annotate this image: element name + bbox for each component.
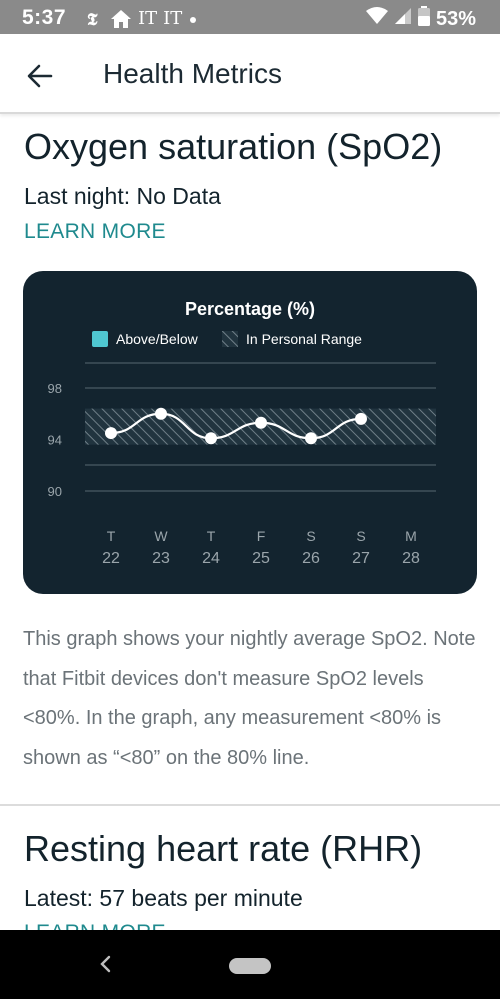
legend-swatch-personal-range xyxy=(222,331,238,347)
it-notification-2: IT xyxy=(163,8,183,29)
rhr-title: Resting heart rate (RHR) xyxy=(24,828,423,869)
y-tick-label-94: 94 xyxy=(48,433,62,448)
svg-text:𝕿: 𝕿 xyxy=(87,10,98,28)
nav-back-icon xyxy=(100,955,111,973)
section-divider xyxy=(0,804,500,806)
data-point-2 xyxy=(205,432,217,445)
arrow-left-icon xyxy=(27,64,53,88)
data-point-0 xyxy=(105,427,117,440)
wifi-icon xyxy=(365,7,388,31)
x-date-label-5: 27 xyxy=(352,550,370,567)
status-right: 53% xyxy=(365,6,476,32)
it-notification-1: IT xyxy=(138,8,158,29)
rhr-latest: Latest: 57 beats per minute xyxy=(24,885,303,911)
page-title: Health Metrics xyxy=(103,58,282,89)
nyt-icon: 𝕿 xyxy=(86,10,104,28)
x-day-label-5: S xyxy=(356,528,365,544)
app-bar: Health Metrics xyxy=(0,34,500,114)
x-date-label-2: 24 xyxy=(202,550,220,567)
status-notifications: 𝕿 IT IT xyxy=(86,8,198,29)
y-tick-label-98: 98 xyxy=(48,381,62,396)
spo2-chart: Percentage (%) Above/Below In Personal R… xyxy=(48,299,436,567)
series-line xyxy=(110,412,362,440)
x-day-label-0: T xyxy=(107,528,116,544)
spo2-description: This graph shows your nightly average Sp… xyxy=(23,628,476,769)
x-day-label-1: W xyxy=(154,528,168,544)
battery-percent: 53% xyxy=(435,7,476,30)
x-date-label-6: 28 xyxy=(402,550,420,567)
data-point-5 xyxy=(355,412,367,425)
legend-label-above-below: Above/Below xyxy=(116,331,199,347)
x-date-label-4: 26 xyxy=(302,550,320,567)
battery-icon xyxy=(417,6,430,32)
legend-swatch-above-below xyxy=(92,331,108,347)
x-date-label-0: 22 xyxy=(102,550,120,567)
data-point-3 xyxy=(255,416,267,429)
spo2-learn-more-link[interactable]: LEARN MORE xyxy=(24,220,166,243)
x-day-label-2: T xyxy=(207,528,216,544)
x-day-label-4: S xyxy=(306,528,315,544)
y-tick-label-90: 90 xyxy=(48,484,62,499)
x-day-label-3: F xyxy=(257,528,266,544)
data-point-1 xyxy=(155,407,167,420)
spo2-chart-card: Percentage (%) Above/Below In Personal R… xyxy=(23,271,477,594)
nav-home-pill-icon[interactable] xyxy=(229,958,271,974)
data-point-4 xyxy=(305,432,317,445)
spo2-last-night: Last night: No Data xyxy=(24,183,221,209)
dot-icon xyxy=(188,14,198,24)
back-button[interactable] xyxy=(20,56,60,96)
status-bar: 5:37 𝕿 IT IT 53% xyxy=(0,0,500,34)
x-date-label-1: 23 xyxy=(152,550,170,567)
x-day-label-6: M xyxy=(405,528,417,544)
home-icon xyxy=(110,9,132,29)
x-date-label-3: 25 xyxy=(252,550,270,567)
chart-title: Percentage (%) xyxy=(185,299,315,319)
status-time: 5:37 xyxy=(22,6,67,29)
signal-icon xyxy=(394,7,412,31)
nav-back-button[interactable] xyxy=(94,950,116,978)
spo2-title: Oxygen saturation (SpO2) xyxy=(24,126,443,167)
legend-label-personal-range: In Personal Range xyxy=(246,331,362,347)
